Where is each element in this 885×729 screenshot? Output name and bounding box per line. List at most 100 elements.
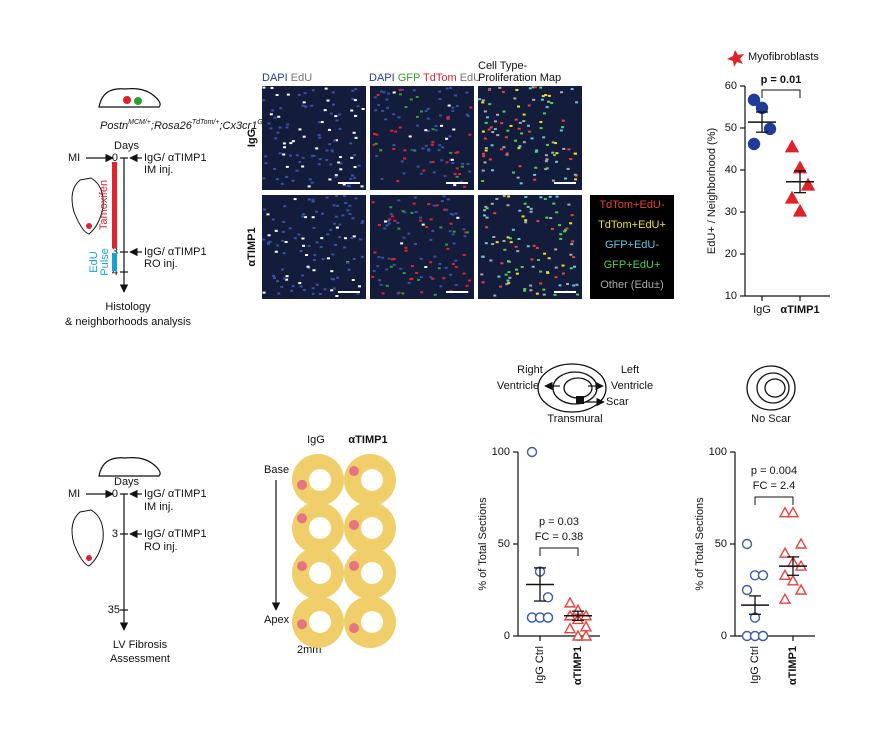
cell	[320, 121, 324, 124]
cell	[427, 203, 431, 206]
cell	[302, 135, 306, 138]
cell	[323, 109, 327, 112]
cell	[518, 165, 522, 168]
cell	[357, 285, 361, 288]
cell	[531, 86, 535, 89]
cell	[554, 266, 558, 269]
cell	[313, 254, 317, 257]
cell	[308, 178, 312, 181]
cell	[514, 139, 518, 142]
cell	[382, 91, 386, 94]
cell	[317, 121, 321, 124]
cell	[348, 204, 352, 207]
cell	[520, 132, 524, 135]
cell	[419, 172, 423, 175]
cell	[373, 251, 377, 254]
cell	[351, 97, 355, 100]
point	[800, 177, 816, 191]
cell	[312, 269, 316, 272]
heart-icon	[71, 177, 104, 235]
cell	[389, 212, 393, 215]
cell	[484, 149, 488, 152]
cell	[481, 255, 485, 258]
cell	[489, 259, 493, 262]
cell	[262, 99, 266, 102]
cell	[522, 113, 526, 116]
cell	[302, 101, 306, 104]
cell	[357, 164, 361, 167]
cell	[441, 146, 445, 149]
cell	[274, 229, 278, 232]
cell	[275, 178, 279, 181]
cell	[332, 287, 336, 290]
label: No Scar	[751, 413, 791, 425]
cell	[304, 105, 308, 108]
cell	[522, 120, 526, 123]
cell	[334, 115, 338, 118]
cell	[321, 257, 325, 260]
icon-dot	[123, 96, 131, 104]
outcome: Histology	[105, 301, 151, 313]
cell	[440, 200, 444, 203]
cell	[535, 246, 539, 249]
cell	[354, 88, 358, 91]
cell	[575, 283, 579, 286]
cell	[277, 292, 281, 295]
cell	[516, 250, 520, 253]
cell	[385, 224, 389, 227]
cell	[515, 272, 519, 275]
cell	[402, 272, 406, 275]
cell	[553, 293, 557, 296]
outcome: LV Fibrosis	[113, 639, 168, 651]
cell	[460, 165, 464, 168]
cell	[424, 266, 428, 269]
cell	[283, 146, 287, 149]
cell	[299, 285, 303, 288]
cell	[346, 261, 350, 264]
cell	[374, 109, 378, 112]
cell	[414, 242, 418, 245]
cell	[485, 207, 489, 210]
cell	[431, 160, 435, 163]
day: 4	[112, 266, 118, 278]
cell	[338, 236, 342, 239]
cell	[291, 285, 295, 288]
cell	[484, 147, 488, 150]
cell	[452, 128, 456, 131]
cell	[440, 124, 444, 127]
cell	[303, 92, 307, 95]
cell	[451, 263, 455, 266]
cell	[481, 130, 485, 133]
day: 3	[112, 246, 118, 258]
cell	[452, 242, 456, 245]
cell	[559, 237, 563, 240]
cell	[520, 265, 524, 268]
cell	[536, 259, 540, 262]
cell	[381, 256, 385, 259]
cell	[344, 237, 348, 240]
cell	[544, 94, 548, 97]
cell	[290, 289, 294, 292]
cell	[333, 222, 337, 225]
cell	[398, 126, 402, 129]
cell	[264, 155, 268, 158]
cell	[293, 237, 297, 240]
cell	[506, 279, 510, 282]
cell	[570, 214, 574, 217]
cell	[449, 289, 453, 292]
y-axis-label: EdU+ / Neighborhood (%)	[706, 128, 718, 254]
cell	[291, 179, 295, 182]
cell	[468, 133, 472, 136]
cell	[307, 244, 311, 247]
cell	[463, 235, 467, 238]
label: Transmural	[547, 413, 602, 425]
fibrosis	[297, 513, 307, 524]
timeline-b: Days MI 0 3 35 IgG/ αTIMP1 IM inj. IgG/ …	[68, 457, 207, 665]
cell	[513, 97, 517, 100]
cell	[484, 205, 488, 208]
cell	[487, 128, 491, 131]
cell	[410, 211, 414, 214]
point	[747, 93, 761, 107]
cell	[527, 104, 531, 107]
heart-outline	[746, 365, 796, 411]
